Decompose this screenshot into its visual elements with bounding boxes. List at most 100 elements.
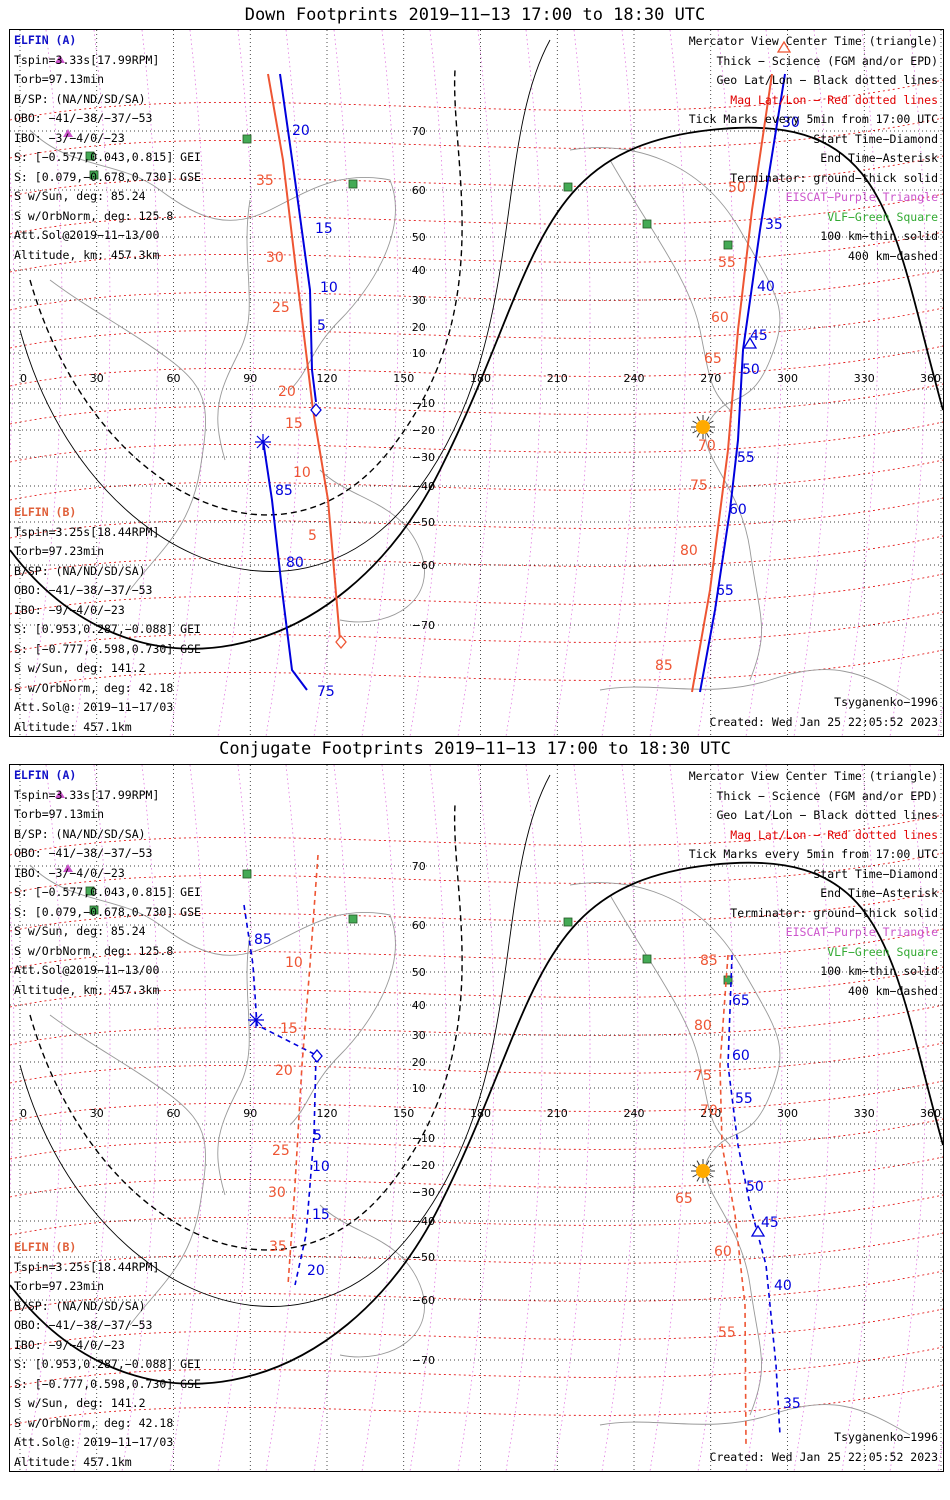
elfin-info-line: Altitude: 457.1km bbox=[14, 1454, 132, 1469]
lat-tick-label: 10 bbox=[412, 1082, 426, 1095]
lat-tick-label: −50 bbox=[412, 516, 435, 529]
elfin-a-trace-east bbox=[727, 954, 781, 1436]
lat-tick-label: −40 bbox=[412, 480, 435, 493]
panel-title-down: Down Footprints 2019−11−13 17:00 to 18:3… bbox=[244, 5, 706, 25]
lon-tick-label: 330 bbox=[854, 372, 875, 385]
lon-tick-label: 300 bbox=[777, 1107, 798, 1120]
elfin-a-tick-label: 50 bbox=[742, 362, 760, 378]
elfin-a-trace bbox=[279, 73, 317, 403]
elfin-info-line: Att.Sol@2019−11−13/00 bbox=[14, 228, 160, 242]
elfin-info-line: S w/Sun, deg: 85.24 bbox=[14, 924, 146, 938]
created-timestamp: Created: Wed Jan 25 22:05:52 2023 bbox=[709, 714, 938, 729]
elfin-a-trace-end bbox=[262, 439, 308, 691]
elfin-b-tick-label: 70 bbox=[698, 438, 716, 454]
elfin-b-tick-label: 20 bbox=[275, 1063, 293, 1079]
model-label: Tsyganenko−1996 bbox=[834, 1430, 938, 1444]
elfin-b-tick-label: 20 bbox=[278, 384, 296, 400]
lon-tick-label: 120 bbox=[317, 372, 338, 385]
legend-item: Tick Marks every 5min from 17:00 UTC bbox=[688, 847, 938, 861]
mag-grid-lines bbox=[10, 814, 943, 1426]
lon-tick-label: 0 bbox=[20, 1107, 27, 1120]
elfin-b-trace-east bbox=[691, 73, 773, 693]
lat-tick-label: −20 bbox=[412, 1159, 435, 1172]
vlf-green-square-icon bbox=[723, 240, 733, 250]
lat-tick-label: −20 bbox=[412, 424, 435, 437]
lat-tick-label: 60 bbox=[412, 919, 426, 932]
elfin-a-tick-label: 55 bbox=[737, 450, 755, 466]
elfin-b-tick-label: 5 bbox=[308, 528, 317, 544]
elfin-b-tick-label: 30 bbox=[266, 250, 284, 266]
lon-tick-label: 180 bbox=[470, 372, 491, 385]
elfin-a-trace bbox=[243, 904, 317, 1286]
elfin-info-line: Altitude, km: 457.3km bbox=[14, 982, 160, 997]
lat-tick-label: −10 bbox=[412, 397, 435, 410]
geo-grid-lines bbox=[10, 30, 943, 736]
lon-tick-label: 90 bbox=[243, 1107, 257, 1120]
eiscat-purple-triangle-icon bbox=[63, 129, 73, 137]
lat-tick-label: −60 bbox=[412, 559, 435, 572]
elfin-a-info: ELFIN (A) Tspin=3.33s[17.99RPM] Torb=97.13… bbox=[14, 31, 201, 265]
lon-tick-label: 30 bbox=[90, 1107, 104, 1120]
lon-tick-label: 150 bbox=[393, 372, 414, 385]
terminator bbox=[10, 39, 943, 650]
elfin-info-line: Tspin=3.33s[17.99RPM] bbox=[14, 787, 160, 802]
elfin-info-line: S: [−0.777,0.598,0.730] GSE bbox=[14, 1376, 201, 1391]
start-diamond-icon bbox=[335, 634, 347, 650]
elfin-b-tick-label: 80 bbox=[680, 543, 698, 559]
center-triangle-icon bbox=[776, 40, 792, 53]
legend-item: Geo Lat/Lon − Black dotted lines bbox=[716, 808, 938, 822]
legend-item: 100 km−thin solid bbox=[820, 229, 938, 243]
elfin-b-tick-label: 10 bbox=[285, 955, 303, 971]
elfin-a-tick-label: 10 bbox=[312, 1159, 330, 1175]
elfin-b-tick-label: 30 bbox=[268, 1185, 286, 1201]
lon-tick-label: 240 bbox=[624, 1107, 645, 1120]
lat-tick-label: 30 bbox=[412, 294, 426, 307]
legend-item: Tick Marks every 5min from 17:00 UTC bbox=[688, 112, 938, 126]
lat-tick-label: −60 bbox=[412, 1294, 435, 1307]
terminator bbox=[10, 774, 943, 1385]
elfin-info-line: Att.Sol@: 2019−11−17/03 bbox=[14, 1435, 174, 1449]
elfin-info-line: B/SP: (NA/ND/SD/SA) bbox=[14, 826, 146, 841]
eiscat-purple-triangle-icon bbox=[55, 55, 65, 63]
elfin-b-tick-label: 70 bbox=[700, 1103, 718, 1119]
lat-tick-label: −50 bbox=[412, 1251, 435, 1264]
elfin-info-line: IBO: −3/−4/0/−23 bbox=[14, 865, 125, 880]
elfin-info-line: S w/Sun, deg: 141.2 bbox=[14, 661, 146, 675]
eiscat-purple-triangle-icon bbox=[55, 790, 65, 798]
elfin-b-tick-label: 25 bbox=[272, 300, 290, 316]
elfin-b-trace bbox=[267, 73, 341, 641]
map-panel-conjugate: 0 30 60 90 120 150 180 210 240 270 300 330 360 70 60 50… bbox=[9, 764, 944, 1472]
elfin-b-tick-label: 15 bbox=[285, 416, 303, 432]
panel-title-conjugate: Conjugate Footprints 2019−11−13 17:00 to… bbox=[219, 739, 731, 759]
elfin-b-tick-label: 35 bbox=[269, 1239, 287, 1255]
elfin-a-tick-label: 35 bbox=[783, 1396, 801, 1412]
elfin-info-line: OBO: −41/−38/−37/−53 bbox=[14, 1318, 153, 1332]
end-asterisk-icon bbox=[255, 434, 271, 450]
lat-tick-label: −70 bbox=[412, 619, 435, 632]
elfin-a-tick-label: 40 bbox=[774, 1278, 792, 1294]
legend-item: Thick − Science (FGM and/or EPD) bbox=[716, 53, 938, 68]
elfin-info-line: Torb=97.23min bbox=[14, 544, 105, 558]
elfin-info-line: Torb=97.13min bbox=[14, 807, 105, 821]
lon-tick-label: 0 bbox=[20, 372, 27, 385]
legend-item: Start Time−Diamond bbox=[813, 131, 938, 146]
elfin-info-line: S: [0.953,0.287,−0.088] GEI bbox=[14, 1357, 201, 1371]
elfin-a-tick-label: 30 bbox=[782, 115, 800, 131]
lon-tick-label: 360 bbox=[920, 1107, 941, 1120]
elfin-a-tick-label: 10 bbox=[320, 280, 338, 296]
elfin-info-line: S w/OrbNorm, deg: 125.8 bbox=[14, 208, 174, 223]
lat-tick-label: 70 bbox=[412, 860, 426, 873]
elfin-a-info: ELFIN (A) Tspin=3.33s[17.99RPM] Torb=97.13… bbox=[14, 766, 201, 1000]
elfin-info-line: Att.Sol@2019−11−13/00 bbox=[14, 963, 160, 977]
lon-tick-label: 90 bbox=[243, 372, 257, 385]
elfin-header: ELFIN (B) bbox=[14, 1240, 77, 1254]
lon-tick-label: 150 bbox=[393, 1107, 414, 1120]
elfin-info-line: Altitude, km: 457.3km bbox=[14, 247, 160, 262]
vlf-green-square-icon bbox=[642, 954, 652, 964]
lon-tick-label: 120 bbox=[317, 1107, 338, 1120]
sun-icon bbox=[691, 1159, 715, 1183]
lat-tick-label: 70 bbox=[412, 125, 426, 138]
legend-item: Mercator View Center Time (triangle) bbox=[688, 34, 938, 48]
elfin-info-line: Torb=97.13min bbox=[14, 72, 105, 86]
credits: Tsyganenko−1996 Created: Wed Jan 25 22:05… bbox=[710, 693, 938, 732]
